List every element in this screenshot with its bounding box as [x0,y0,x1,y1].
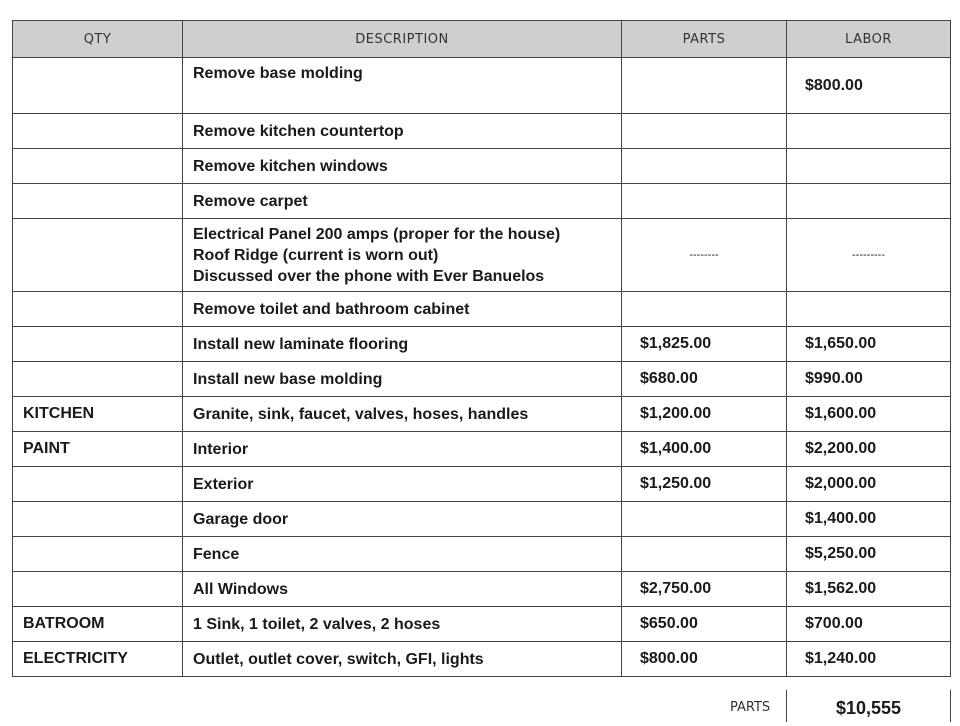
table-row: BATROOM 1 Sink, 1 toilet, 2 valves, 2 hos… [12,606,951,642]
total-label: PARTS [730,700,771,715]
parts-cell: $1,250.00 [621,466,787,502]
labor-cell: $800.00 [786,57,951,114]
description-cell: Garage door [182,501,622,537]
description-cell: Remove kitchen countertop [182,113,622,149]
table-row: Remove kitchen countertop [12,113,951,149]
estimate-table: QTY DESCRIPTION PARTS LABOR Remove base … [12,20,951,677]
header-description: DESCRIPTION [182,20,622,58]
qty-cell [12,361,183,397]
labor-cell: $5,250.00 [786,536,951,572]
parts-cell: $1,825.00 [621,326,787,362]
labor-cell: $1,240.00 [786,641,951,677]
labor-cell: --------- [786,218,951,292]
labor-cell: $1,562.00 [786,571,951,607]
table-row: PAINT Interior $1,400.00 $2,200.00 [12,431,951,467]
description-cell: Install new base molding [182,361,622,397]
parts-cell: $680.00 [621,361,787,397]
parts-cell: $800.00 [621,641,787,677]
labor-cell: $1,400.00 [786,501,951,537]
description-cell: Remove toilet and bathroom cabinet [182,291,622,327]
labor-cell: $990.00 [786,361,951,397]
qty-cell: BATROOM [12,606,183,642]
table-row: Garage door $1,400.00 [12,501,951,537]
parts-cell: -------- [621,218,787,292]
labor-cell: $2,000.00 [786,466,951,502]
qty-cell [12,183,183,219]
qty-cell: ELECTRICITY [12,641,183,677]
description-line: Roof Ridge (current is worn out) [193,246,439,264]
table-row: Install new base molding $680.00 $990.00 [12,361,951,397]
description-cell: Electrical Panel 200 amps (proper for th… [182,218,622,292]
parts-cell [621,501,787,537]
qty-cell [12,291,183,327]
description-line: Discussed over the phone with Ever Banue… [193,267,545,285]
parts-cell [621,536,787,572]
description-cell: Install new laminate flooring [182,326,622,362]
parts-cell [621,183,787,219]
qty-cell [12,113,183,149]
labor-cell [786,113,951,149]
qty-cell [12,571,183,607]
description-cell: Remove carpet [182,183,622,219]
parts-cell [621,113,787,149]
table-row: ELECTRICITY Outlet, outlet cover, switch,… [12,641,951,677]
parts-cell: $1,400.00 [621,431,787,467]
table-row: Install new laminate flooring $1,825.00 $1… [12,326,951,362]
parts-cell: $2,750.00 [621,571,787,607]
qty-cell: PAINT [12,431,183,467]
header-parts: PARTS [621,20,787,58]
labor-cell [786,291,951,327]
table-row: Remove kitchen windows [12,148,951,184]
table-row: KITCHEN Granite, sink, faucet, valves, ho… [12,396,951,432]
description-cell: Remove base molding [182,57,622,114]
qty-cell [12,57,183,114]
header-labor: LABOR [786,20,951,58]
qty-cell [12,326,183,362]
description-cell: Exterior [182,466,622,502]
description-cell: Outlet, outlet cover, switch, GFI, light… [182,641,622,677]
parts-cell: $1,200.00 [621,396,787,432]
description-line: Electrical Panel 200 amps (proper for th… [193,225,561,243]
description-cell: Granite, sink, faucet, valves, hoses, ha… [182,396,622,432]
table-row: Remove carpet [12,183,951,219]
table-row: Fence $5,250.00 [12,536,951,572]
labor-cell: $1,600.00 [786,396,951,432]
description-cell: Fence [182,536,622,572]
qty-cell [12,466,183,502]
table-row: Exterior $1,250.00 $2,000.00 [12,466,951,502]
table-row: Remove toilet and bathroom cabinet [12,291,951,327]
qty-cell: KITCHEN [12,396,183,432]
qty-cell [12,501,183,537]
total-value: $10,555 [786,690,951,722]
description-cell: 1 Sink, 1 toilet, 2 valves, 2 hoses [182,606,622,642]
labor-cell: $1,650.00 [786,326,951,362]
description-cell: Interior [182,431,622,467]
table-row: Electrical Panel 200 amps (proper for th… [12,218,951,292]
qty-cell [12,218,183,292]
qty-cell [12,148,183,184]
labor-cell [786,183,951,219]
parts-cell: $650.00 [621,606,787,642]
labor-cell: $2,200.00 [786,431,951,467]
header-row: QTY DESCRIPTION PARTS LABOR [12,20,951,58]
labor-cell: $700.00 [786,606,951,642]
table-row: Remove base molding $800.00 [12,57,951,114]
parts-cell [621,148,787,184]
parts-cell [621,57,787,114]
parts-cell [621,291,787,327]
qty-cell [12,536,183,572]
description-cell: All Windows [182,571,622,607]
header-qty: QTY [12,20,183,58]
description-cell: Remove kitchen windows [182,148,622,184]
labor-cell [786,148,951,184]
table-row: All Windows $2,750.00 $1,562.00 [12,571,951,607]
